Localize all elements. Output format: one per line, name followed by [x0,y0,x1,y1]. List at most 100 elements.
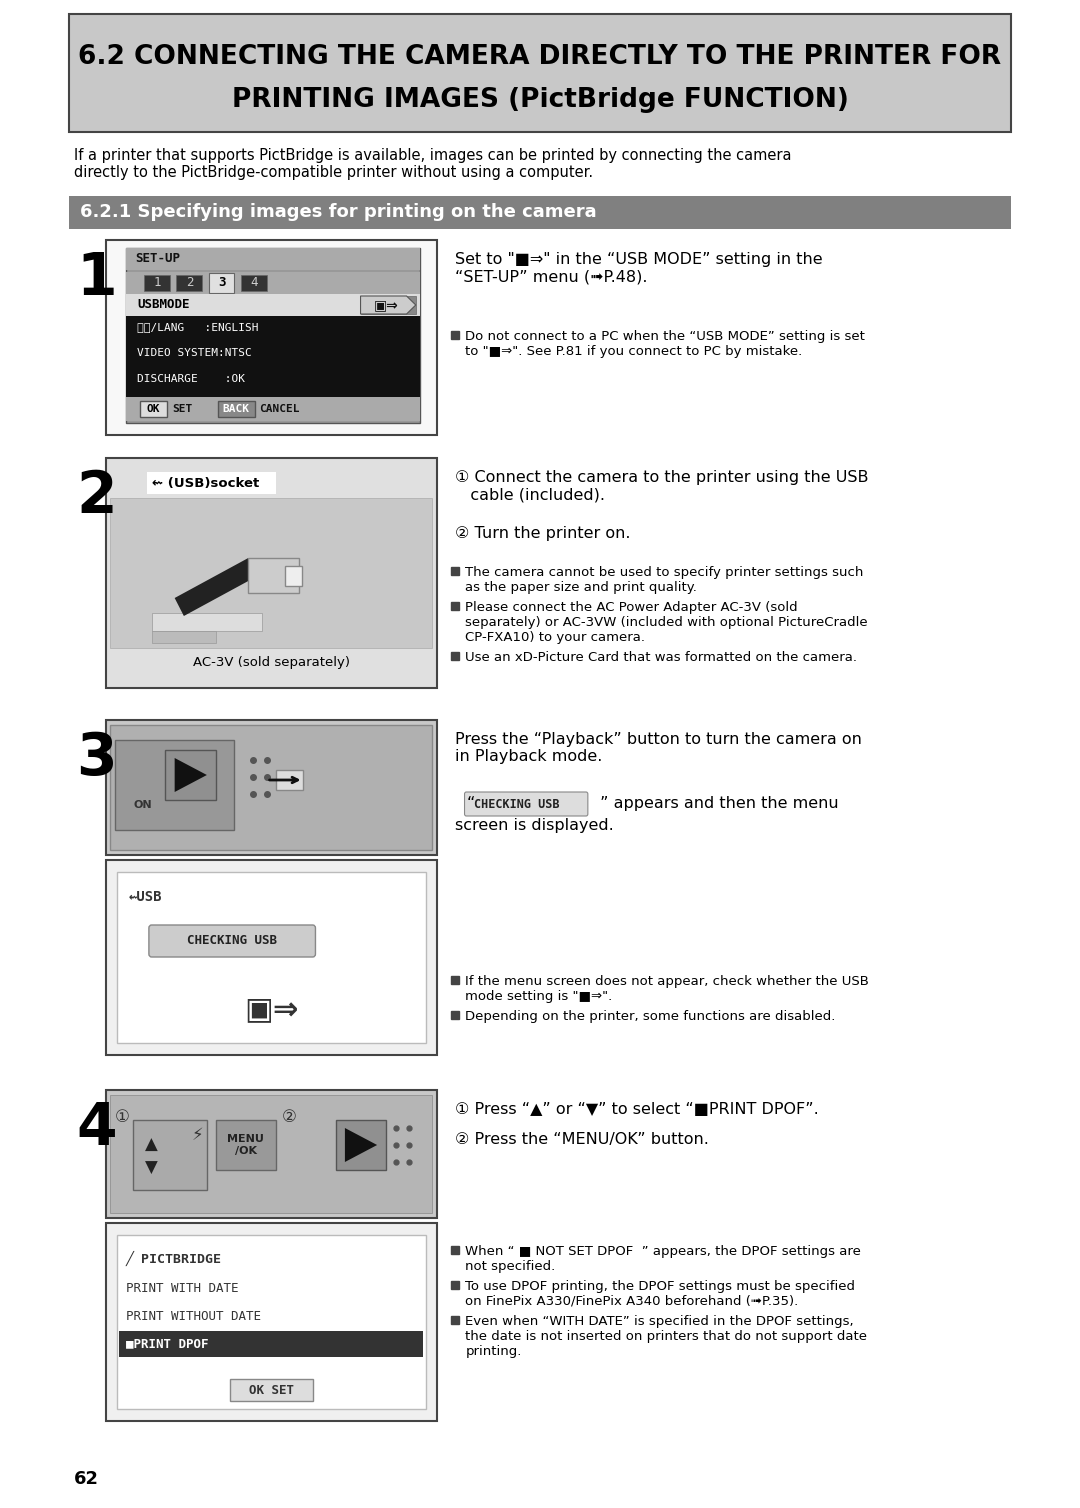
Bar [248,558,299,593]
Text: PRINT WITH DATE: PRINT WITH DATE [126,1282,239,1294]
Text: BACK: BACK [222,404,249,415]
Bar [336,1120,387,1170]
Text: ⇜USB: ⇜USB [129,890,162,903]
Bar [106,719,437,855]
Text: ⚡: ⚡ [192,1126,203,1145]
Text: ① Connect the camera to the printer using the USB
   cable (included).: ① Connect the camera to the printer usin… [456,470,868,502]
Text: The camera cannot be used to specify printer settings such
as the paper size and: The camera cannot be used to specify pri… [465,566,864,594]
Text: ▼: ▼ [146,1160,158,1178]
Bar [126,294,420,317]
Text: ▣⇒: ▣⇒ [374,299,399,312]
Bar [106,860,437,1056]
Text: ② Turn the printer on.: ② Turn the printer on. [456,526,631,541]
FancyBboxPatch shape [149,924,315,958]
Text: 1: 1 [153,276,161,290]
Text: 1: 1 [77,250,117,308]
Polygon shape [175,759,207,792]
Bar [151,630,216,642]
Bar [106,458,437,688]
Bar [126,294,420,397]
Text: SET-UP: SET-UP [135,252,180,265]
Text: ” appears and then the menu: ” appears and then the menu [595,796,839,811]
Text: Do not connect to a PC when the “USB MODE” setting is set
to "■⇒". See P.81 if y: Do not connect to a PC when the “USB MOD… [465,330,865,357]
Bar [145,274,170,291]
Polygon shape [345,1128,377,1163]
Text: Use an xD-Picture Card that was formatted on the camera.: Use an xD-Picture Card that was formatte… [465,651,858,664]
Bar [126,397,420,421]
Text: If the menu screen does not appear, check whether the USB
mode setting is "■⇒".: If the menu screen does not appear, chec… [465,976,869,1003]
Bar [106,1223,437,1421]
Text: ⇜ (USB)socket: ⇜ (USB)socket [151,477,259,490]
Text: To use DPOF printing, the DPOF settings must be specified
on FinePix A330/FinePi: To use DPOF printing, the DPOF settings … [465,1280,855,1307]
Bar [208,273,234,293]
Text: USBMODE: USBMODE [137,299,189,312]
Bar [176,274,202,291]
Text: 4: 4 [77,1099,117,1157]
Bar [117,1235,426,1408]
Text: 2: 2 [77,467,117,525]
Text: ON: ON [133,801,152,810]
Text: CHECKING USB: CHECKING USB [187,935,276,947]
Bar [218,401,255,418]
Text: Even when “WITH DATE” is specified in the DPOF settings,
the date is not inserte: Even when “WITH DATE” is specified in th… [465,1315,867,1359]
Text: 62: 62 [75,1470,99,1488]
Bar [230,1378,313,1401]
Text: AC-3V (sold separately): AC-3V (sold separately) [193,656,350,670]
Bar [285,566,301,587]
Bar [241,274,267,291]
Bar [69,196,1011,229]
Text: If a printer that supports PictBridge is available, images can be printed by con: If a printer that supports PictBridge is… [75,148,792,181]
Bar [106,240,437,434]
Text: ▲: ▲ [146,1136,158,1154]
Text: 4: 4 [251,276,257,290]
Text: Depending on the printer, some functions are disabled.: Depending on the printer, some functions… [465,1010,836,1022]
FancyBboxPatch shape [464,792,588,816]
Bar [361,296,416,314]
Text: 2: 2 [186,276,193,290]
Text: 6.2 CONNECTING THE CAMERA DIRECTLY TO THE PRINTER FOR: 6.2 CONNECTING THE CAMERA DIRECTLY TO TH… [79,44,1001,69]
Text: ▣⇒: ▣⇒ [244,995,298,1024]
Text: SET: SET [172,404,192,415]
Bar [139,401,167,418]
Bar [126,247,420,270]
Text: ■PRINT DPOF: ■PRINT DPOF [126,1338,208,1351]
Text: 6.2.1 Specifying images for printing on the camera: 6.2.1 Specifying images for printing on … [80,204,596,222]
Bar [110,498,432,648]
Text: screen is displayed.: screen is displayed. [456,817,615,832]
Text: 3: 3 [77,730,117,787]
Bar [120,1332,423,1357]
Text: ① Press “▲” or “▼” to select “■PRINT DPOF”.: ① Press “▲” or “▼” to select “■PRINT DPO… [456,1102,819,1117]
Text: Set to "■⇒" in the “USB MODE” setting in the
“SET-UP” menu (➟P.48).: Set to "■⇒" in the “USB MODE” setting in… [456,252,823,285]
Text: PRINTING IMAGES (PictBridge FUNCTION): PRINTING IMAGES (PictBridge FUNCTION) [231,87,849,113]
Polygon shape [361,296,416,314]
Text: OK SET: OK SET [248,1383,294,1396]
Bar [69,14,1011,133]
Bar [110,1095,432,1212]
Bar [110,725,432,851]
Text: DISCHARGE    :OK: DISCHARGE :OK [137,374,245,385]
Bar [216,1120,275,1170]
Text: CANCEL: CANCEL [259,404,300,415]
Bar [106,1090,437,1218]
Bar [147,472,275,495]
Text: Press the “Playback” button to turn the camera on
in Playback mode.: Press the “Playback” button to turn the … [456,731,862,765]
Bar [126,247,420,424]
Text: MENU
/OK: MENU /OK [227,1134,264,1155]
Bar [133,1120,207,1190]
Text: 言語/LANG   :ENGLISH: 言語/LANG :ENGLISH [137,323,258,332]
Text: “: “ [467,796,475,811]
Bar [114,740,234,829]
Text: OK: OK [147,404,160,415]
Text: ╱ PICTBRIDGE: ╱ PICTBRIDGE [126,1252,221,1267]
Bar [165,749,216,801]
Bar [151,612,262,630]
Text: ② Press the “MENU/OK” button.: ② Press the “MENU/OK” button. [456,1133,710,1148]
Text: CHECKING USB: CHECKING USB [474,798,559,810]
Text: 3: 3 [218,276,226,290]
Bar [275,771,303,790]
Text: VIDEO SYSTEM:NTSC: VIDEO SYSTEM:NTSC [137,348,252,357]
Bar [126,271,420,294]
Text: When “ ■ NOT SET DPOF  ” appears, the DPOF settings are
not specified.: When “ ■ NOT SET DPOF ” appears, the DPO… [465,1246,862,1273]
Bar [117,872,426,1044]
Text: ①: ① [114,1108,130,1126]
